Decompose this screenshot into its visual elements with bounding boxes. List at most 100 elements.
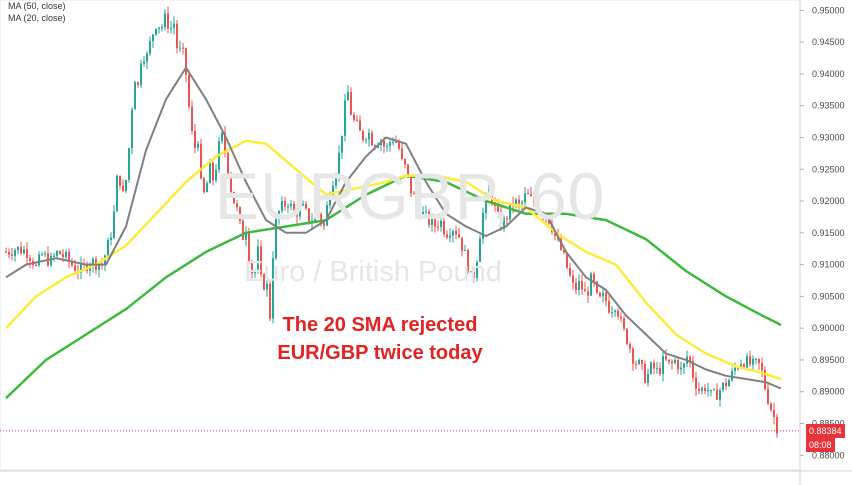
candle-body bbox=[617, 310, 619, 317]
candle-body bbox=[614, 310, 616, 313]
candle-body bbox=[134, 82, 136, 110]
candle-body bbox=[107, 239, 109, 256]
candle-body bbox=[176, 23, 178, 49]
candle-body bbox=[683, 363, 685, 368]
candle-body bbox=[587, 291, 589, 296]
y-tick-label: 0.92500 bbox=[812, 164, 845, 174]
candle-body bbox=[197, 143, 199, 148]
candle-body bbox=[767, 389, 769, 404]
ma20-line bbox=[5, 139, 782, 381]
candle-body bbox=[92, 258, 94, 266]
candle-body bbox=[449, 235, 451, 238]
candle-body bbox=[464, 249, 466, 251]
candle-body bbox=[113, 211, 115, 238]
candle-body bbox=[725, 382, 727, 387]
y-tick-label: 0.94500 bbox=[812, 37, 845, 47]
annotation-line-1: The 20 SMA rejected bbox=[282, 314, 478, 336]
candle-body bbox=[188, 74, 190, 107]
candle-body bbox=[23, 249, 25, 254]
candle-body bbox=[248, 231, 250, 262]
candle-body bbox=[569, 268, 571, 276]
legend-ma50[interactable]: MA (50, close) bbox=[8, 1, 66, 11]
candle-body bbox=[140, 63, 142, 85]
candle-body bbox=[623, 318, 625, 329]
candle-body bbox=[434, 218, 436, 227]
candle-body bbox=[53, 255, 55, 257]
candle-body bbox=[155, 28, 157, 35]
candle-body bbox=[416, 193, 418, 204]
candle-body bbox=[275, 219, 277, 259]
candle-body bbox=[98, 264, 100, 270]
candle-body bbox=[575, 282, 577, 290]
y-tick-label: 0.91500 bbox=[812, 228, 845, 238]
y-tick-label: 0.93000 bbox=[812, 132, 845, 142]
candle-body bbox=[659, 367, 661, 375]
candle-body bbox=[284, 200, 286, 207]
candle-body bbox=[743, 364, 745, 368]
candle-body bbox=[641, 360, 643, 364]
candle-body bbox=[470, 271, 472, 273]
candle-body bbox=[260, 246, 262, 275]
candle-body bbox=[419, 203, 421, 217]
annotation-text: The 20 SMA rejected EUR/GBP twice today bbox=[270, 311, 490, 367]
candle-body bbox=[263, 274, 265, 290]
candle-body bbox=[179, 47, 181, 49]
current-price-badge: 0.88384 bbox=[806, 423, 845, 438]
candle-body bbox=[128, 148, 130, 180]
candle-body bbox=[209, 162, 211, 184]
candle-body bbox=[254, 271, 256, 274]
candle-body bbox=[578, 281, 580, 290]
candle-body bbox=[773, 409, 775, 417]
candle-body bbox=[722, 382, 724, 391]
candle-body bbox=[689, 356, 691, 362]
candle-body bbox=[599, 292, 601, 297]
y-tick-label: 0.88500 bbox=[812, 419, 845, 429]
candle-body bbox=[266, 283, 268, 290]
candle-body bbox=[719, 390, 721, 400]
candle-body bbox=[14, 250, 16, 256]
candle-body bbox=[776, 416, 778, 434]
candle-body bbox=[71, 261, 73, 266]
candle-body bbox=[698, 388, 700, 391]
candle-body bbox=[692, 361, 694, 378]
candle-body bbox=[386, 145, 388, 147]
candle-body bbox=[287, 206, 289, 208]
candle-body bbox=[119, 175, 121, 186]
candle-body bbox=[320, 214, 322, 223]
candle-body bbox=[203, 178, 205, 193]
candle-body bbox=[224, 132, 226, 153]
candle-body bbox=[644, 363, 646, 383]
candle-body bbox=[80, 263, 82, 273]
candle-body bbox=[305, 203, 307, 209]
candle-body bbox=[413, 193, 415, 195]
candle-body bbox=[746, 356, 748, 368]
candle-body bbox=[458, 234, 460, 238]
candle-body bbox=[713, 389, 715, 391]
legend-ma20[interactable]: MA (20, close) bbox=[8, 13, 66, 23]
candle-body bbox=[368, 132, 370, 140]
candle-body bbox=[407, 164, 409, 176]
candle-body bbox=[350, 92, 352, 115]
candle-body bbox=[332, 185, 334, 196]
candle-body bbox=[302, 203, 304, 206]
candle-body bbox=[239, 207, 241, 221]
candle-body bbox=[404, 158, 406, 165]
y-tick-label: 0.89500 bbox=[812, 355, 845, 365]
candle-body bbox=[281, 200, 283, 211]
candle-body bbox=[173, 23, 175, 28]
annotation-line-2: EUR/GBP twice today bbox=[277, 342, 483, 364]
candle-body bbox=[395, 141, 397, 143]
candle-body bbox=[611, 312, 613, 314]
candle-body bbox=[500, 211, 502, 229]
candle-body bbox=[635, 363, 637, 365]
candle-body bbox=[191, 106, 193, 131]
candle-body bbox=[236, 203, 238, 208]
candle-body bbox=[335, 175, 337, 186]
candle-body bbox=[344, 100, 346, 136]
candle-body bbox=[296, 212, 298, 217]
candle-body bbox=[518, 199, 520, 204]
candle-body bbox=[149, 41, 151, 54]
candle-body bbox=[8, 252, 10, 255]
